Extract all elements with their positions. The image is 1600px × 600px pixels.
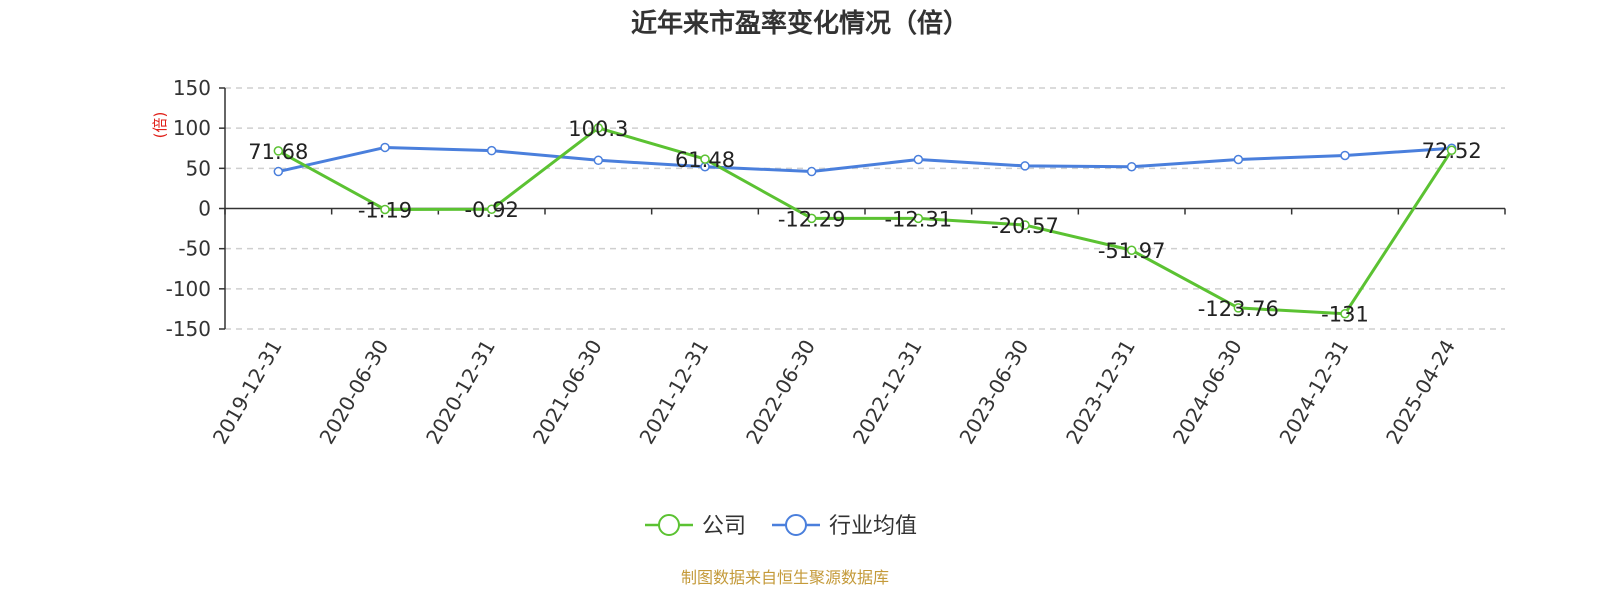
data-label: -12.31 (884, 207, 952, 231)
data-label: -20.57 (991, 214, 1059, 238)
series-line-company (277, 126, 1453, 316)
legend-marker-icon (785, 514, 807, 536)
y-tick-label: -50 (178, 237, 211, 261)
data-point[interactable] (273, 146, 284, 156)
data-point[interactable] (1340, 150, 1350, 161)
data-point[interactable] (380, 142, 390, 153)
x-tick-label: 2022-12-31 (848, 335, 927, 448)
data-point[interactable] (273, 166, 284, 177)
legend-label: 行业均值 (829, 514, 917, 539)
data-label: 61.48 (675, 148, 735, 172)
data-point[interactable] (593, 155, 604, 166)
data-label: -0.92 (464, 198, 518, 222)
x-tick-label: 2023-06-30 (954, 336, 1033, 449)
data-label: -51.97 (1098, 239, 1166, 263)
data-point[interactable] (1126, 245, 1137, 255)
data-labels: 71.68 -1.19 -0.92 100.3 61.48 -12.29 -12.31 -20… (248, 117, 1481, 327)
y-tick-label: 50 (186, 156, 211, 180)
y-tick-label: 150 (173, 76, 211, 100)
data-label: -131 (1321, 303, 1369, 327)
data-point[interactable] (913, 213, 924, 224)
data-point[interactable] (806, 166, 817, 177)
data-point[interactable] (700, 154, 710, 164)
data-point[interactable] (1020, 161, 1030, 171)
x-tick-label: 2021-12-31 (634, 336, 713, 449)
x-tick-label: 2020-06-30 (314, 336, 393, 449)
data-point[interactable] (486, 204, 497, 214)
legend-marker-icon (658, 514, 680, 536)
y-tick-label: -150 (166, 317, 211, 341)
data-label: -123.76 (1198, 297, 1279, 321)
legend-label: 公司 (702, 514, 746, 539)
data-point[interactable] (593, 123, 604, 133)
x-tick-label: 2019-12-31 (208, 336, 287, 449)
legend-item-company[interactable]: 公司 (645, 514, 746, 539)
x-tick-label: 2021-06-30 (528, 336, 607, 449)
y-tick-label: 0 (198, 197, 211, 221)
x-tick-label: 2024-06-30 (1168, 336, 1247, 449)
data-point[interactable] (1126, 161, 1137, 172)
grid-lines (225, 87, 1505, 330)
data-label: -1.19 (358, 198, 412, 222)
y-axis-label: (倍) (151, 112, 169, 139)
data-point[interactable] (1340, 308, 1350, 319)
data-point[interactable] (1020, 220, 1030, 230)
data-label: 72.52 (1422, 139, 1482, 163)
data-label: -12.29 (778, 207, 846, 231)
x-tick-label: 2020-12-31 (421, 335, 500, 448)
series-lines (273, 123, 1457, 319)
data-point[interactable] (380, 204, 390, 215)
y-tick-label: -100 (166, 277, 211, 301)
legend-item-industry-average[interactable]: 行业均值 (772, 514, 917, 539)
data-point[interactable] (486, 145, 497, 156)
chart-title: 近年来市盈率变化情况（倍） (631, 8, 969, 39)
data-label: 71.68 (248, 140, 308, 164)
series-line-industry-average (278, 145, 1452, 174)
data-point[interactable] (1233, 154, 1244, 165)
legend[interactable]: 公司 行业均值 (645, 514, 917, 539)
data-point[interactable] (1233, 303, 1244, 313)
source-note: 制图数据来自恒生聚源数据库 (681, 568, 889, 587)
data-label: 100.3 (568, 117, 628, 141)
x-tick-label: 2024-12-31 (1274, 336, 1353, 449)
x-tick-label: 2022-06-30 (741, 336, 820, 449)
data-point[interactable] (806, 213, 817, 224)
data-point[interactable] (1446, 145, 1457, 155)
x-tick-label: 2025-04-24 (1381, 336, 1460, 449)
y-tick-label: 100 (173, 116, 211, 140)
x-tick-label: 2023-12-31 (1061, 336, 1140, 449)
data-point[interactable] (913, 154, 924, 165)
